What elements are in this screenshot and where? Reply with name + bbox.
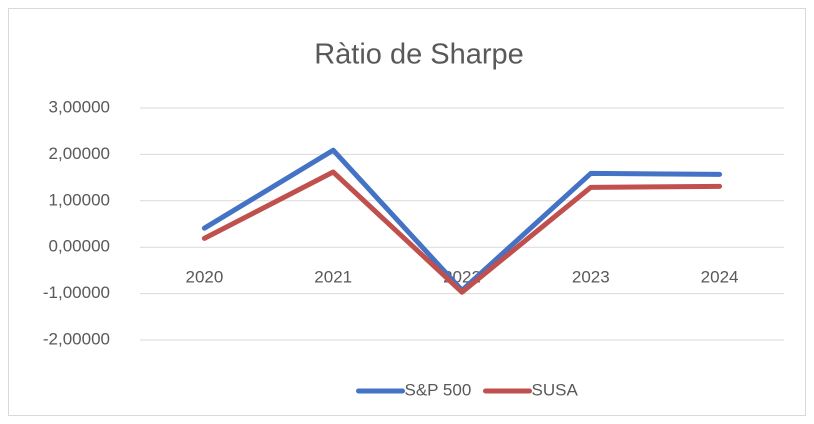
x-tick-label: 2020 bbox=[185, 268, 223, 287]
chart-title: Ràtio de Sharpe bbox=[314, 39, 524, 71]
y-tick-label: 0,00000 bbox=[49, 237, 110, 256]
y-tick-label: -2,00000 bbox=[43, 329, 110, 348]
series-line bbox=[201, 169, 723, 295]
legend-label: S&P 500 bbox=[405, 380, 472, 399]
x-tick-label: 2021 bbox=[314, 268, 352, 287]
y-tick-label: -1,00000 bbox=[43, 283, 110, 302]
legend-label: SUSA bbox=[532, 380, 579, 399]
x-tick-label: 2024 bbox=[701, 268, 739, 287]
y-tick-label: 3,00000 bbox=[49, 97, 110, 116]
chart-border bbox=[8, 8, 806, 416]
x-tick-label: 2023 bbox=[572, 268, 610, 287]
y-tick-label: 2,00000 bbox=[49, 144, 110, 163]
y-tick-label: 1,00000 bbox=[49, 190, 110, 209]
